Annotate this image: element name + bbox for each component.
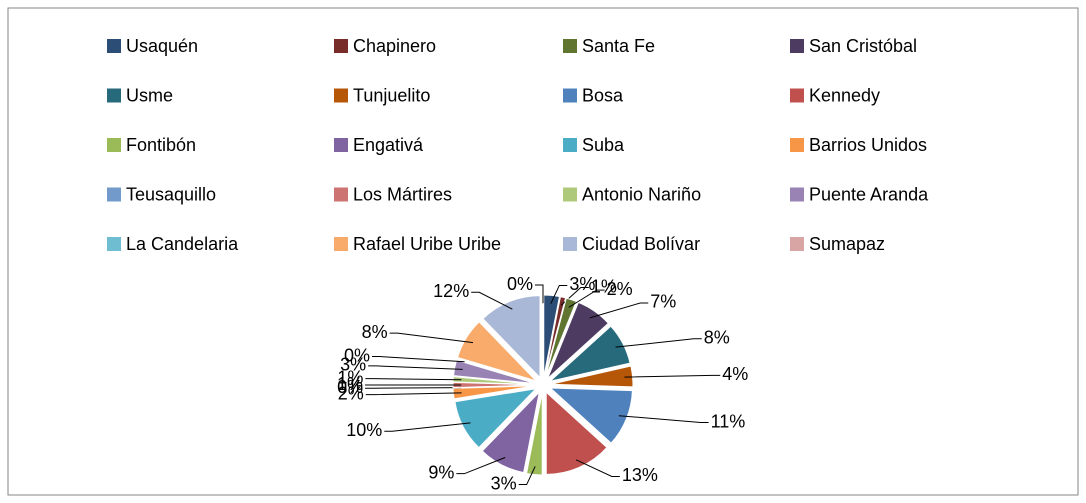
pie-slice — [548, 325, 631, 383]
pie-slice — [452, 359, 536, 384]
data-label: 1% — [591, 276, 617, 296]
legend-swatch — [107, 39, 121, 53]
pie-slice — [481, 390, 541, 474]
legend-swatch — [790, 138, 804, 152]
legend-label: Ciudad Bolívar — [582, 234, 700, 254]
data-label: 3% — [569, 274, 595, 294]
leader-line — [624, 374, 721, 378]
legend-label: La Candelaria — [126, 234, 239, 254]
leader-line — [365, 387, 462, 389]
chart-border — [7, 7, 1079, 496]
legend-label: Suba — [582, 135, 625, 155]
leader-line — [365, 378, 462, 381]
legend-label: Tunjuelito — [353, 85, 430, 105]
data-label: 0% — [507, 274, 533, 294]
leader-line — [365, 392, 462, 396]
data-label: 10% — [346, 420, 382, 440]
pie-slice — [545, 297, 577, 378]
legend-swatch — [790, 88, 804, 103]
leader-line — [384, 422, 471, 432]
legend-swatch — [334, 88, 348, 103]
legend-swatch — [563, 88, 577, 103]
data-label: 2% — [338, 383, 364, 403]
pie-slice — [525, 392, 543, 476]
legend-swatch — [107, 237, 121, 251]
leader-line — [618, 415, 709, 424]
data-label: 12% — [433, 281, 469, 301]
leader-line — [389, 332, 474, 344]
pie-slice — [547, 301, 609, 379]
pie-slice — [454, 387, 538, 449]
data-label: 0% — [344, 345, 370, 365]
legend-swatch — [790, 39, 804, 53]
pie-slice — [550, 365, 634, 388]
pie-slice — [482, 295, 541, 379]
legend-label: Puente Aranda — [809, 184, 929, 204]
legend-label: Teusaquillo — [126, 184, 216, 204]
pie-slice — [549, 387, 633, 444]
legend-swatch — [563, 138, 577, 152]
data-label: 8% — [362, 322, 388, 342]
legend-label: San Cristóbal — [809, 36, 917, 56]
leader-line — [568, 289, 605, 308]
leader-line — [589, 302, 649, 319]
legend-label: Usme — [126, 85, 173, 105]
legend-swatch — [790, 187, 804, 202]
pie-slice — [456, 321, 538, 382]
legend-label: Rafael Uribe Uribe — [353, 234, 501, 254]
data-label: 7% — [650, 292, 676, 312]
data-label: 0% — [337, 377, 363, 397]
pie-slice — [545, 391, 608, 475]
legend-swatch — [790, 237, 804, 251]
leader-line — [456, 457, 506, 475]
data-label: 11% — [711, 411, 746, 431]
legend-swatch — [563, 237, 577, 251]
legend-swatch — [107, 88, 121, 103]
data-label: 13% — [622, 465, 658, 485]
pie-slice — [452, 385, 536, 400]
leader-line — [372, 356, 465, 363]
data-label: 4% — [722, 364, 748, 384]
legend-label: Kennedy — [809, 85, 880, 105]
pie-slice — [543, 294, 561, 378]
legend-label: Los Mártires — [353, 184, 452, 204]
leader-line — [615, 338, 702, 348]
data-label: 1% — [337, 374, 363, 394]
legend-label: Engativá — [353, 135, 424, 155]
pie-slice — [544, 296, 567, 378]
pie-slice — [456, 358, 536, 384]
data-label: 8% — [704, 327, 730, 347]
legend-swatch — [107, 187, 121, 202]
legend-label: Bosa — [582, 85, 624, 105]
data-label: 1% — [337, 367, 363, 387]
legend-label: Fontibón — [126, 135, 196, 155]
legend-swatch — [563, 39, 577, 53]
leader-line — [550, 284, 568, 304]
legend-label: Chapinero — [353, 36, 436, 56]
legend-label: Sumapaz — [809, 234, 885, 254]
legend-swatch — [334, 187, 348, 202]
data-label: 9% — [428, 462, 454, 482]
legend-swatch — [334, 237, 348, 251]
legend-swatch — [563, 187, 577, 202]
legend-swatch — [334, 39, 348, 53]
legend-label: Usaquén — [126, 36, 198, 56]
leader-line — [575, 459, 620, 477]
legend-swatch — [334, 138, 348, 152]
data-label: 3% — [340, 355, 366, 375]
leader-line — [471, 291, 513, 310]
legend-label: Barrios Unidos — [809, 135, 927, 155]
legend-swatch — [107, 138, 121, 152]
data-label: 3% — [491, 473, 517, 493]
leader-line — [368, 365, 463, 370]
legend-label: Santa Fe — [582, 36, 655, 56]
data-label: 2% — [607, 279, 633, 299]
legend-label: Antonio Nariño — [582, 184, 701, 204]
leader-line — [518, 466, 536, 486]
leader-line — [535, 284, 544, 304]
